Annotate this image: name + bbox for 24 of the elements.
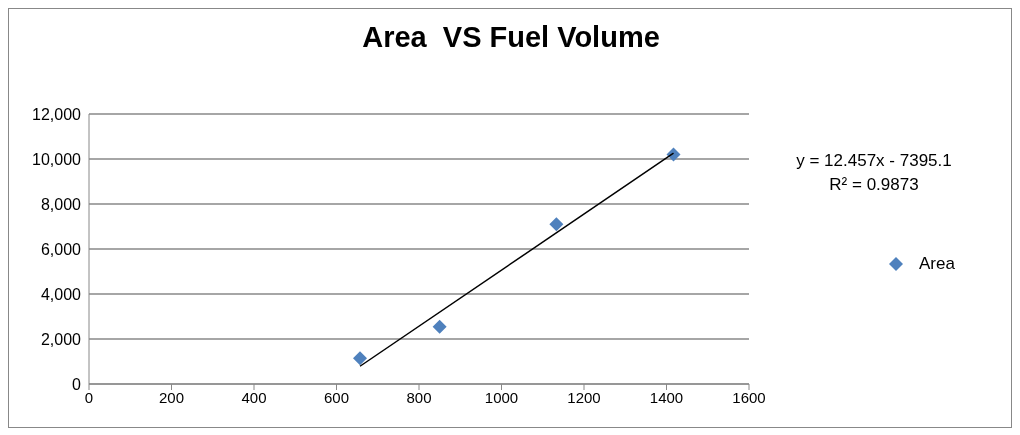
text: R² = 0.9873 xyxy=(828,174,920,196)
x-tick-label: 0 xyxy=(84,388,94,406)
text: y = 12.457x - 7395.1 xyxy=(795,150,953,172)
point xyxy=(432,319,447,334)
x-tick-label: 1200 xyxy=(567,388,601,406)
y-tick-label: 12,000 xyxy=(32,105,82,123)
y-tick-label: 2,000 xyxy=(40,330,82,348)
x-tick-label: 1400 xyxy=(649,388,684,406)
y-tick-label: 6,000 xyxy=(40,240,82,258)
point xyxy=(666,147,681,162)
x-tick-label: 800 xyxy=(406,388,432,406)
y-tick-label: 0 xyxy=(72,375,82,393)
x-tick-label: 600 xyxy=(323,388,350,406)
y-tick-label: 10,000 xyxy=(32,150,82,168)
chart-title: Area VS Fuel Volume xyxy=(361,21,661,54)
y-tick-label: 4,000 xyxy=(40,285,82,303)
y-tick-label: 8,000 xyxy=(40,195,82,213)
x-tick-label: 1000 xyxy=(484,388,519,406)
x-tick-label: 200 xyxy=(158,388,185,406)
legend-label: Area xyxy=(919,254,955,274)
x-tick-label: 1600 xyxy=(732,388,766,406)
point xyxy=(549,217,564,232)
x-tick-label: 400 xyxy=(241,388,267,406)
point xyxy=(353,351,368,366)
